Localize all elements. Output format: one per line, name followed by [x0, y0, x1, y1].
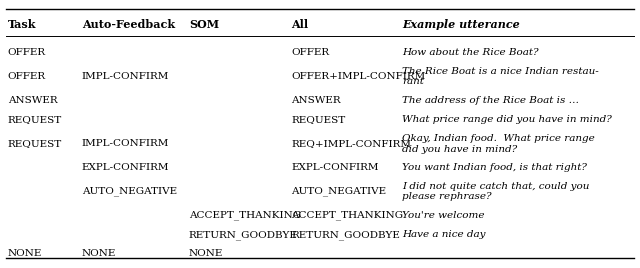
Text: REQUEST: REQUEST — [8, 139, 62, 148]
Text: OFFER: OFFER — [8, 72, 46, 81]
Text: ANSWER: ANSWER — [8, 96, 58, 105]
Text: REQUEST: REQUEST — [8, 116, 62, 124]
Text: ACCEPT_THANKING: ACCEPT_THANKING — [189, 210, 301, 220]
Text: RETURN_GOODBYE: RETURN_GOODBYE — [291, 230, 400, 240]
Text: What price range did you have in mind?: What price range did you have in mind? — [402, 116, 612, 124]
Text: ANSWER: ANSWER — [291, 96, 341, 105]
Text: rant: rant — [402, 77, 424, 86]
Text: OFFER+IMPL-CONFIRM: OFFER+IMPL-CONFIRM — [291, 72, 426, 81]
Text: AUTO_NEGATIVE: AUTO_NEGATIVE — [82, 187, 177, 196]
Text: You want Indian food, is that right?: You want Indian food, is that right? — [402, 163, 587, 172]
Text: please rephrase?: please rephrase? — [402, 192, 492, 201]
Text: NONE: NONE — [82, 249, 116, 258]
Text: The Rice Boat is a nice Indian restau-: The Rice Boat is a nice Indian restau- — [402, 67, 598, 76]
Text: REQ+IMPL-CONFIRM: REQ+IMPL-CONFIRM — [291, 139, 412, 148]
Text: The address of the Rice Boat is …: The address of the Rice Boat is … — [402, 96, 579, 105]
Text: How about the Rice Boat?: How about the Rice Boat? — [402, 48, 538, 57]
Text: IMPL-CONFIRM: IMPL-CONFIRM — [82, 72, 170, 81]
Text: Auto-Feedback: Auto-Feedback — [82, 19, 175, 30]
Text: EXPL-CONFIRM: EXPL-CONFIRM — [82, 163, 170, 172]
Text: SOM: SOM — [189, 19, 219, 30]
Text: I did not quite catch that, could you: I did not quite catch that, could you — [402, 182, 589, 191]
Text: did you have in mind?: did you have in mind? — [402, 145, 517, 154]
Text: Okay, Indian food.  What price range: Okay, Indian food. What price range — [402, 134, 595, 143]
Text: Task: Task — [8, 19, 36, 30]
Text: IMPL-CONFIRM: IMPL-CONFIRM — [82, 139, 170, 148]
Text: OFFER: OFFER — [291, 48, 330, 57]
Text: ACCEPT_THANKING: ACCEPT_THANKING — [291, 210, 403, 220]
Text: REQUEST: REQUEST — [291, 116, 346, 124]
Text: You're welcome: You're welcome — [402, 211, 484, 220]
Text: OFFER: OFFER — [8, 48, 46, 57]
Text: NONE: NONE — [189, 249, 223, 258]
Text: AUTO_NEGATIVE: AUTO_NEGATIVE — [291, 187, 387, 196]
Text: Example utterance: Example utterance — [402, 19, 520, 30]
Text: EXPL-CONFIRM: EXPL-CONFIRM — [291, 163, 379, 172]
Text: NONE: NONE — [8, 249, 42, 258]
Text: Have a nice day: Have a nice day — [402, 230, 485, 239]
Text: RETURN_GOODBYE: RETURN_GOODBYE — [189, 230, 298, 240]
Text: All: All — [291, 19, 308, 30]
